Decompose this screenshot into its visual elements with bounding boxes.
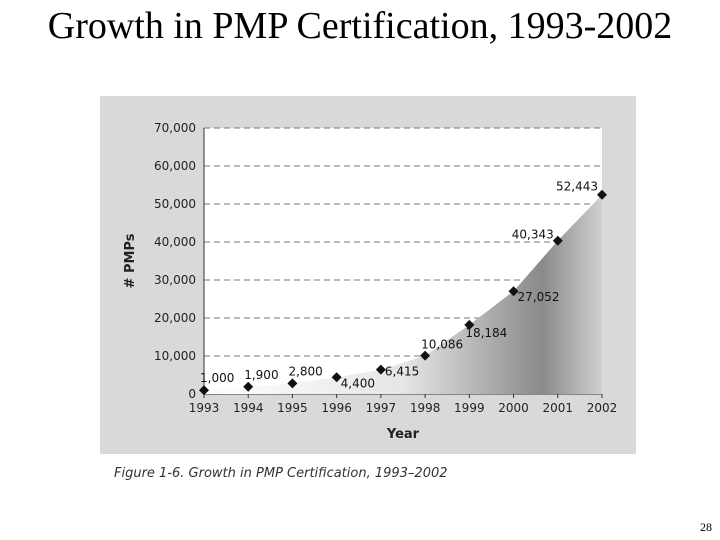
data-point-marker [597, 189, 607, 200]
x-tick-label: 1996 [321, 401, 352, 415]
data-point-marker [508, 286, 519, 297]
y-tick-label: 10,000 [154, 349, 196, 363]
x-tick-label: 2000 [498, 401, 529, 415]
x-tick-label: 1999 [454, 401, 485, 415]
y-tick-labels: 0 10,000 20,000 30,000 40,000 50,000 60,000 70,… [154, 121, 196, 401]
x-tick-label: 1993 [189, 401, 220, 415]
data-label: 18,184 [465, 326, 507, 340]
y-axis-label: # PMPs [123, 233, 138, 288]
data-label: 52,443 [556, 180, 598, 194]
x-tick-label: 1998 [410, 401, 441, 415]
page-number: 28 [700, 520, 712, 534]
y-tick-label: 70,000 [154, 121, 196, 135]
y-tick-label: 20,000 [154, 311, 196, 325]
data-label: 40,343 [512, 228, 554, 242]
data-label: 27,052 [518, 290, 560, 304]
y-tick-label: 0 [188, 387, 196, 401]
y-tick-label: 50,000 [154, 197, 196, 211]
data-label: 1,000 [200, 371, 234, 385]
data-label: 2,800 [288, 364, 322, 378]
x-tick-label: 1997 [366, 401, 397, 415]
figure-caption: Figure 1-6. Growth in PMP Certification,… [114, 466, 448, 481]
data-label: 10,086 [421, 338, 463, 352]
y-tick-label: 40,000 [154, 235, 196, 249]
y-tick-label: 60,000 [154, 159, 196, 173]
x-tick-labels: 1993 1994 1995 1996 1997 1998 1999 2000 2001 2002 [189, 394, 618, 415]
data-label: 6,415 [385, 365, 419, 379]
data-point-marker [375, 364, 386, 375]
x-tick-label: 2001 [543, 401, 574, 415]
data-point-marker [552, 235, 563, 246]
slide-title: Growth in PMP Certification, 1993-2002 [47, 5, 673, 47]
x-tick-label: 1994 [233, 401, 264, 415]
data-markers [199, 189, 607, 396]
x-tick-label: 2002 [587, 401, 618, 415]
data-label: 4,400 [341, 376, 375, 390]
data-point-marker [331, 372, 342, 383]
area-fill [204, 194, 602, 394]
data-point-marker [464, 319, 475, 330]
data-point-marker [243, 381, 254, 392]
x-axis-label: Year [386, 427, 420, 442]
x-tick-label: 1995 [277, 401, 308, 415]
data-point-marker [287, 378, 298, 389]
data-point-marker [199, 385, 209, 396]
data-point-marker [420, 350, 431, 361]
y-tick-label: 30,000 [154, 273, 196, 287]
data-label: 1,900 [244, 368, 278, 382]
